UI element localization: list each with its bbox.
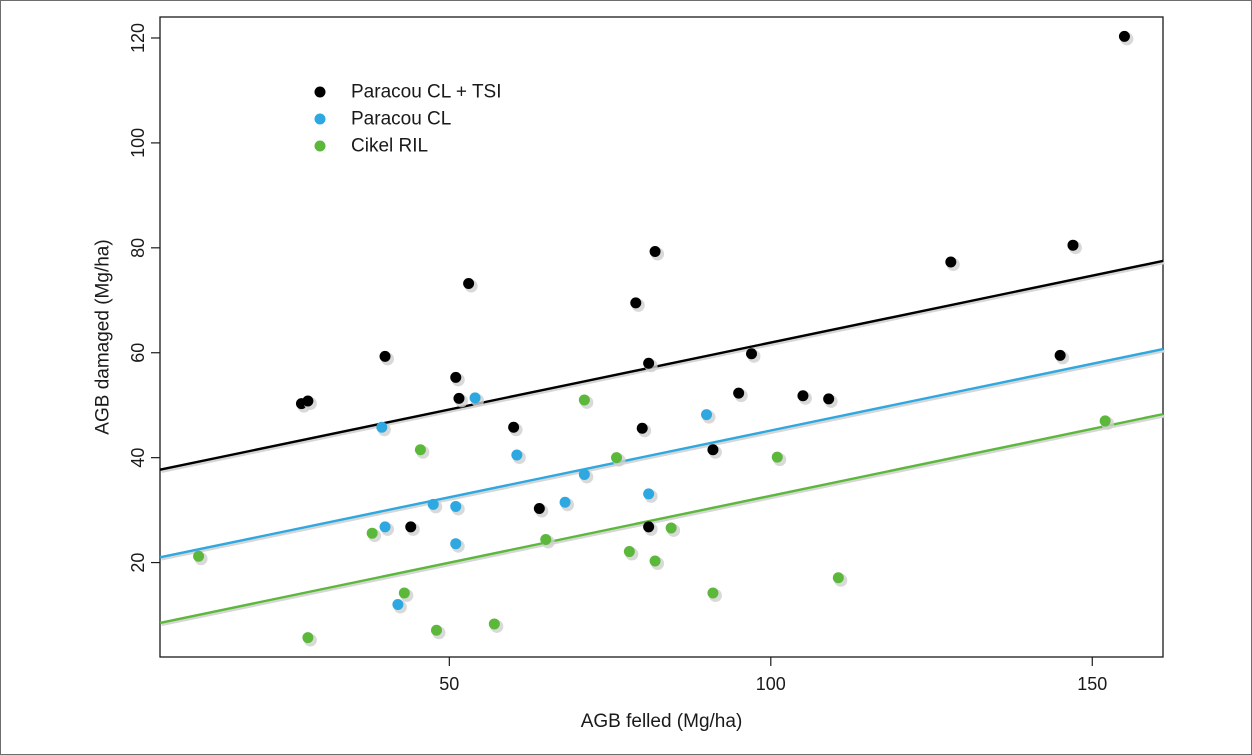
data-point-series-1: [379, 521, 391, 533]
data-point-series-2: [193, 550, 205, 562]
y-tick-label: 40: [128, 448, 148, 468]
data-point-series-2: [1099, 415, 1111, 427]
data-point-series-2: [771, 451, 783, 463]
data-point-series-2: [623, 546, 635, 558]
legend-label: Paracou CL: [351, 109, 451, 130]
data-point-series-0: [405, 521, 417, 533]
fit-line-shadow: [161, 349, 1165, 561]
fit-line-series-0: [159, 259, 1164, 471]
data-point-series-0: [450, 371, 462, 383]
data-point-series-0: [302, 395, 314, 407]
data-point-series-0: [533, 503, 545, 515]
data-point-series-1: [427, 498, 439, 510]
data-point-series-1: [376, 421, 388, 433]
data-point-series-2: [366, 527, 378, 539]
data-point-series-0: [707, 444, 719, 456]
data-point-series-2: [649, 555, 661, 567]
legend-marker: [314, 113, 326, 125]
regression-lines: [159, 259, 1165, 627]
y-tick-label: 60: [128, 343, 148, 363]
data-point-series-0: [453, 392, 465, 404]
legend-marker: [314, 86, 326, 98]
x-tick-label: 50: [439, 674, 459, 694]
x-tick-label: 150: [1077, 674, 1107, 694]
y-axis-title: AGB damaged (Mg/ha): [93, 239, 114, 434]
data-point-series-1: [701, 409, 713, 421]
plot-border: [159, 16, 1164, 658]
fit-line-shadow: [161, 414, 1165, 627]
fit-line-series-1: [159, 347, 1164, 559]
data-point-series-0: [379, 350, 391, 362]
y-tick-label: 80: [128, 238, 148, 258]
legend-marker: [314, 140, 326, 152]
data-point-series-0: [630, 297, 642, 309]
data-point-series-1: [643, 488, 655, 500]
data-point-series-1: [559, 496, 571, 508]
data-point-series-0: [463, 277, 475, 289]
x-tick-label: 100: [756, 674, 786, 694]
legend-label: Cikel RIL: [351, 136, 428, 157]
data-point-series-0: [797, 390, 809, 402]
data-point-series-0: [733, 387, 745, 399]
data-point-series-0: [643, 357, 655, 369]
fit-line-series-2: [159, 412, 1164, 625]
y-tick-label: 120: [128, 23, 148, 53]
data-point-series-1: [392, 599, 404, 611]
data-point-series-0: [1118, 30, 1130, 42]
x-axis-title: AGB felled (Mg/ha): [581, 711, 743, 732]
data-point-series-1: [511, 449, 523, 461]
data-point-series-1: [450, 538, 462, 550]
data-point-series-1: [450, 500, 462, 512]
data-point-series-2: [540, 533, 552, 545]
data-point-series-2: [707, 587, 719, 599]
data-point-series-0: [746, 348, 758, 360]
data-point-series-2: [610, 452, 622, 464]
data-point-series-2: [414, 444, 426, 456]
data-point-series-0: [649, 245, 661, 257]
legend: Paracou CL + TSI Paracou CL Cikel RIL: [314, 82, 502, 157]
data-point-series-2: [578, 394, 590, 406]
data-point-series-0: [508, 421, 520, 433]
data-point-series-0: [823, 393, 835, 405]
data-point-series-0: [643, 521, 655, 533]
data-point-series-0: [1054, 349, 1066, 361]
data-point-series-2: [302, 632, 314, 644]
data-point-series-0: [1067, 239, 1079, 251]
data-point-series-1: [469, 392, 481, 404]
data-point-series-0: [945, 256, 957, 268]
data-point-series-1: [578, 468, 590, 480]
data-point-series-2: [665, 522, 677, 534]
legend-label: Paracou CL + TSI: [351, 82, 502, 103]
data-point-series-2: [832, 572, 844, 584]
y-tick-label: 100: [128, 128, 148, 158]
data-point-series-2: [488, 618, 500, 630]
data-point-series-2: [398, 587, 410, 599]
data-point-series-2: [430, 624, 442, 636]
axes: 50 100 150 20 40 60 80 100 120 AGB felled (Mg/ha)…: [93, 16, 1164, 732]
data-point-series-0: [636, 422, 648, 434]
data-points: [193, 30, 1134, 647]
y-tick-label: 20: [128, 553, 148, 573]
fit-line-shadow: [161, 261, 1165, 473]
